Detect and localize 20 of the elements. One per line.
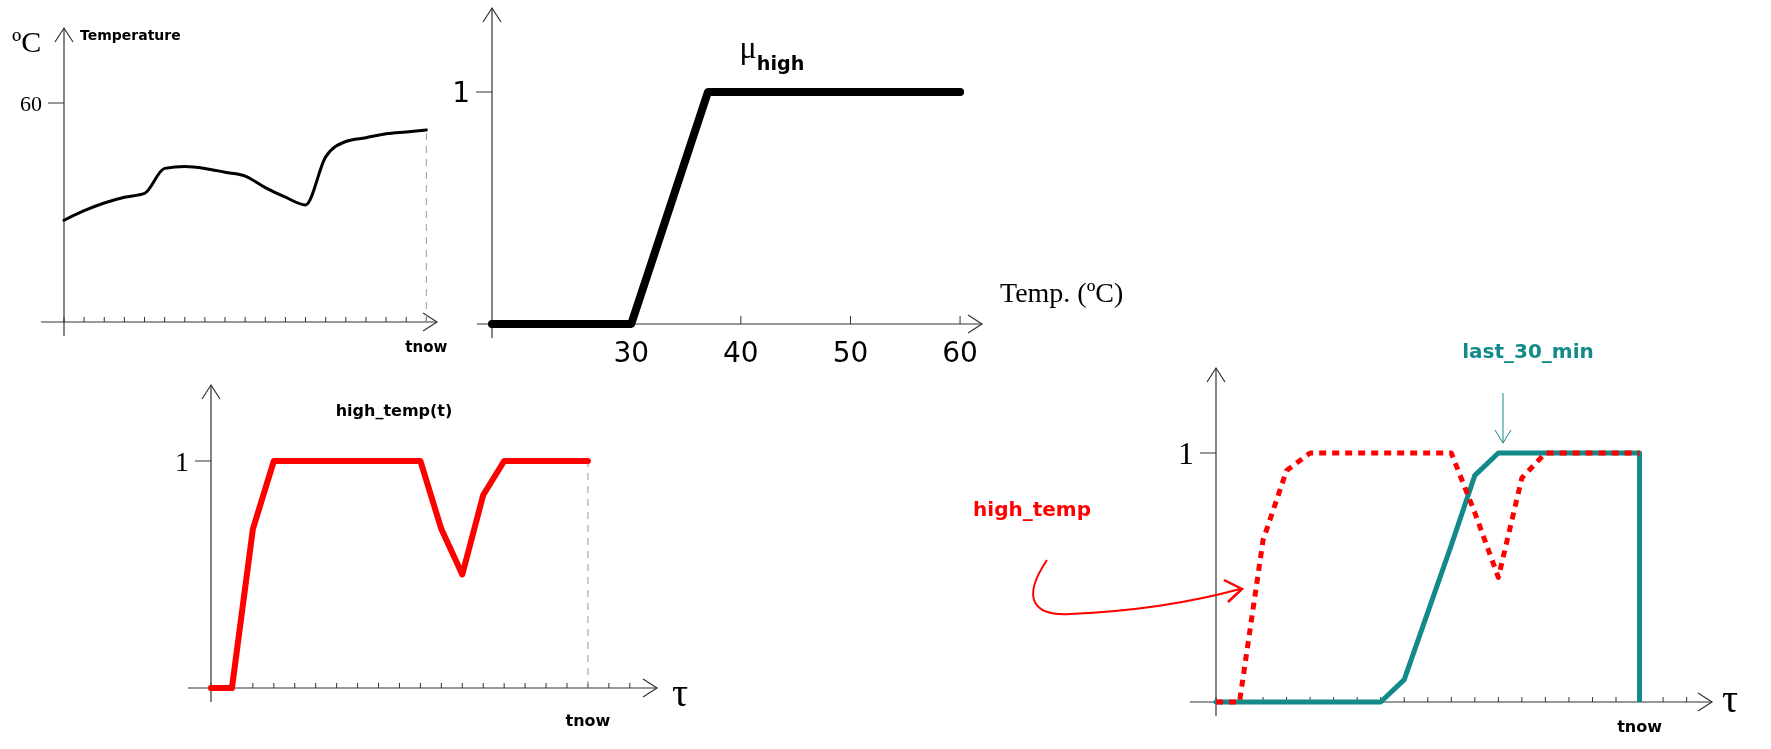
x-axis-title: τ bbox=[672, 670, 689, 715]
x-tick-label: 60 bbox=[942, 336, 978, 369]
annotation: 1 bbox=[1178, 435, 1194, 472]
x-tick-label: 50 bbox=[832, 336, 869, 369]
text: tnow bbox=[1617, 717, 1662, 736]
x-axis-title: Temp. (ºC) bbox=[1000, 277, 1124, 308]
text: tnow bbox=[405, 338, 448, 356]
y-axis-title: ºC bbox=[12, 25, 42, 58]
text: 60 bbox=[20, 90, 42, 116]
x-axis-title: τ bbox=[1722, 676, 1739, 721]
text: last_30_min bbox=[1462, 339, 1594, 363]
chart-title: Temperature bbox=[80, 27, 181, 43]
annotation: 1 bbox=[175, 445, 189, 477]
text: tnow bbox=[565, 711, 611, 730]
chart-title: μ$_{high}$ bbox=[739, 29, 805, 75]
x-tick-label: 40 bbox=[723, 336, 759, 369]
chart-title: high_temp(t) bbox=[335, 401, 453, 420]
text: 1 bbox=[452, 75, 470, 109]
text: high_temp bbox=[973, 497, 1091, 521]
x-tick-label: 30 bbox=[613, 336, 650, 369]
